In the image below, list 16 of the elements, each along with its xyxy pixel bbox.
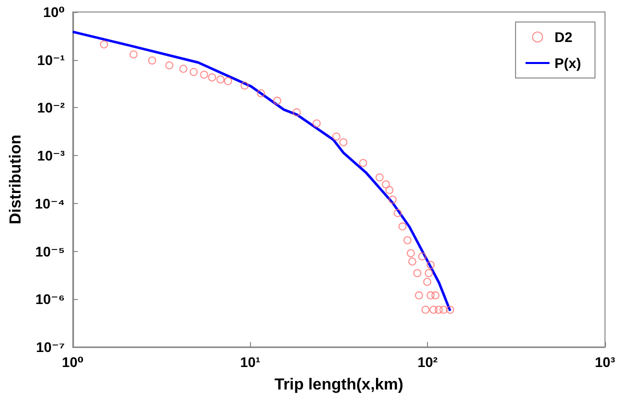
x-tick-label: 10¹ <box>240 354 261 370</box>
y-tick-label: 10⁰ <box>43 4 65 20</box>
y-tick-label: 10⁻² <box>37 100 66 116</box>
y-tick-label: 10⁻¹ <box>37 52 66 68</box>
y-tick-label: 10⁻⁷ <box>36 339 65 355</box>
x-tick-label: 10² <box>417 354 438 370</box>
y-tick-label: 10⁻⁴ <box>34 195 65 212</box>
y-tick-label: 10⁻⁵ <box>35 243 65 260</box>
y-axis-title: Distribution <box>8 134 24 224</box>
x-axis-title: Trip length(x,km) <box>274 376 404 394</box>
x-tick-label: 10⁰ <box>62 354 84 370</box>
y-tick-label: 10⁻³ <box>37 148 66 164</box>
y-tick-label: 10⁻⁶ <box>35 291 65 308</box>
legend-label: D2 <box>554 29 573 45</box>
legend-label: P(x) <box>554 55 582 71</box>
x-tick-label: 10³ <box>594 354 616 370</box>
